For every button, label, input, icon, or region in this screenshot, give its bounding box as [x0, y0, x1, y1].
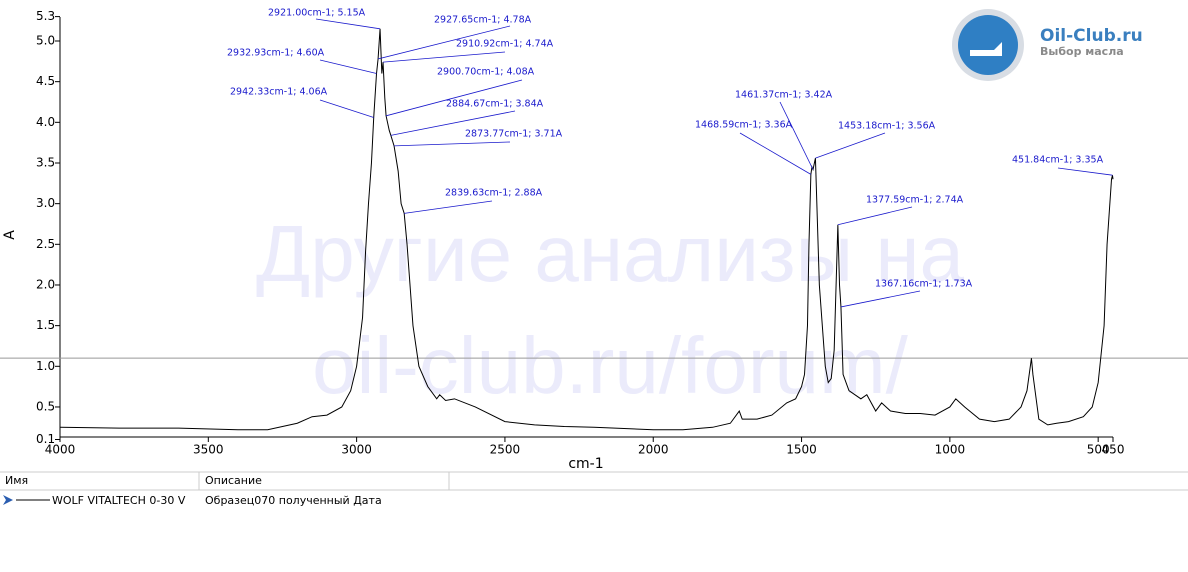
x-tick-label: 2000: [638, 443, 669, 457]
annotation-label: 2932.93cm-1; 4.60A: [227, 48, 325, 59]
annotation-label: 2884.67cm-1; 3.84A: [446, 99, 544, 110]
x-tick-label: 4000: [45, 443, 76, 457]
annotation-label: 2900.70cm-1; 4.08A: [437, 67, 535, 78]
annotation-label: 2921.00cm-1; 5.15A: [268, 8, 366, 19]
annotation-label: 2927.65cm-1; 4.78A: [434, 15, 532, 26]
y-tick-label: 1.5: [36, 318, 55, 332]
annotation-label: 1461.37cm-1; 3.42A: [735, 90, 833, 101]
annotation-leader: [779, 101, 814, 170]
annotation-leader: [390, 110, 516, 136]
annotation-leader: [394, 141, 511, 147]
logo-title: Oil-Club.ru: [1040, 26, 1143, 46]
table-header: Имя: [5, 474, 28, 487]
table-header: Описание: [205, 474, 262, 487]
logo-subtitle: Выбор масла: [1040, 45, 1124, 58]
annotation-leader: [385, 79, 523, 117]
annotation-leader: [837, 206, 913, 226]
logo-icon: [970, 42, 1002, 56]
y-tick-label: 2.5: [36, 237, 55, 251]
annotation-label: 1468.59cm-1; 3.36A: [695, 120, 793, 131]
annotation-leader: [319, 99, 374, 118]
annotation-leader: [404, 200, 493, 214]
annotation-leader: [1057, 167, 1113, 176]
annotation-leader: [315, 18, 381, 30]
spectrum-line: [59, 28, 1114, 431]
legend-table: Имя Описание WOLF VITALTECH 0-30 V Образ…: [0, 471, 1188, 507]
annotation-leader: [815, 132, 886, 159]
y-tick-label: 5.0: [36, 33, 55, 47]
y-tick-label: 4.5: [36, 74, 55, 88]
y-tick-label: 1.0: [36, 359, 55, 373]
series-name[interactable]: WOLF VITALTECH 0-30 V: [52, 494, 186, 507]
annotation-label: 2839.63cm-1; 2.88A: [445, 188, 543, 199]
x-tick-label: 3500: [193, 443, 224, 457]
x-tick-label: 500: [1087, 443, 1110, 457]
y-tick-label: 3.5: [36, 155, 55, 169]
annotation-leader: [739, 132, 812, 175]
annotation-label: 451.84cm-1; 3.35A: [1012, 155, 1104, 166]
x-tick-label: 1500: [786, 443, 817, 457]
x-tick-label: 3000: [341, 443, 372, 457]
y-tick-label: 2.0: [36, 277, 55, 291]
x-tick-label: 1000: [935, 443, 966, 457]
y-tick-label: 0.5: [36, 399, 55, 413]
annotation-label: 1377.59cm-1; 2.74A: [866, 195, 964, 206]
annotation-leader: [377, 25, 511, 60]
y-tick-label: 0.1: [36, 432, 55, 446]
logo-badge: [958, 15, 1018, 75]
annotation-leader: [840, 290, 921, 308]
y-tick-label: 5.3: [36, 9, 55, 23]
annotation-label: 1453.18cm-1; 3.56A: [838, 121, 936, 132]
annotation-leader: [383, 51, 506, 63]
annotation-label: 2873.77cm-1; 3.71A: [465, 129, 563, 140]
watermark: oil-club.ru/forum/: [312, 321, 909, 410]
x-tick-label: 2500: [490, 443, 521, 457]
row-pointer: [3, 495, 13, 505]
y-tick-label: 3.0: [36, 196, 55, 210]
annotation-leader: [319, 59, 377, 74]
watermark: Другие анализы на: [256, 209, 964, 298]
x-axis-label: cm-1: [568, 456, 603, 472]
logo: Oil-Club.ru Выбор масла: [952, 9, 1143, 81]
x-tick-label: 450: [1102, 443, 1125, 457]
annotation-label: 1367.16cm-1; 1.73A: [875, 279, 973, 290]
annotation-label: 2942.33cm-1; 4.06A: [230, 87, 328, 98]
y-tick-label: 4.0: [36, 115, 55, 129]
y-axis-label: A: [2, 230, 18, 240]
annotation-label: 2910.92cm-1; 4.74A: [456, 39, 554, 50]
description: Образец070 полученный Дата: [205, 494, 382, 507]
